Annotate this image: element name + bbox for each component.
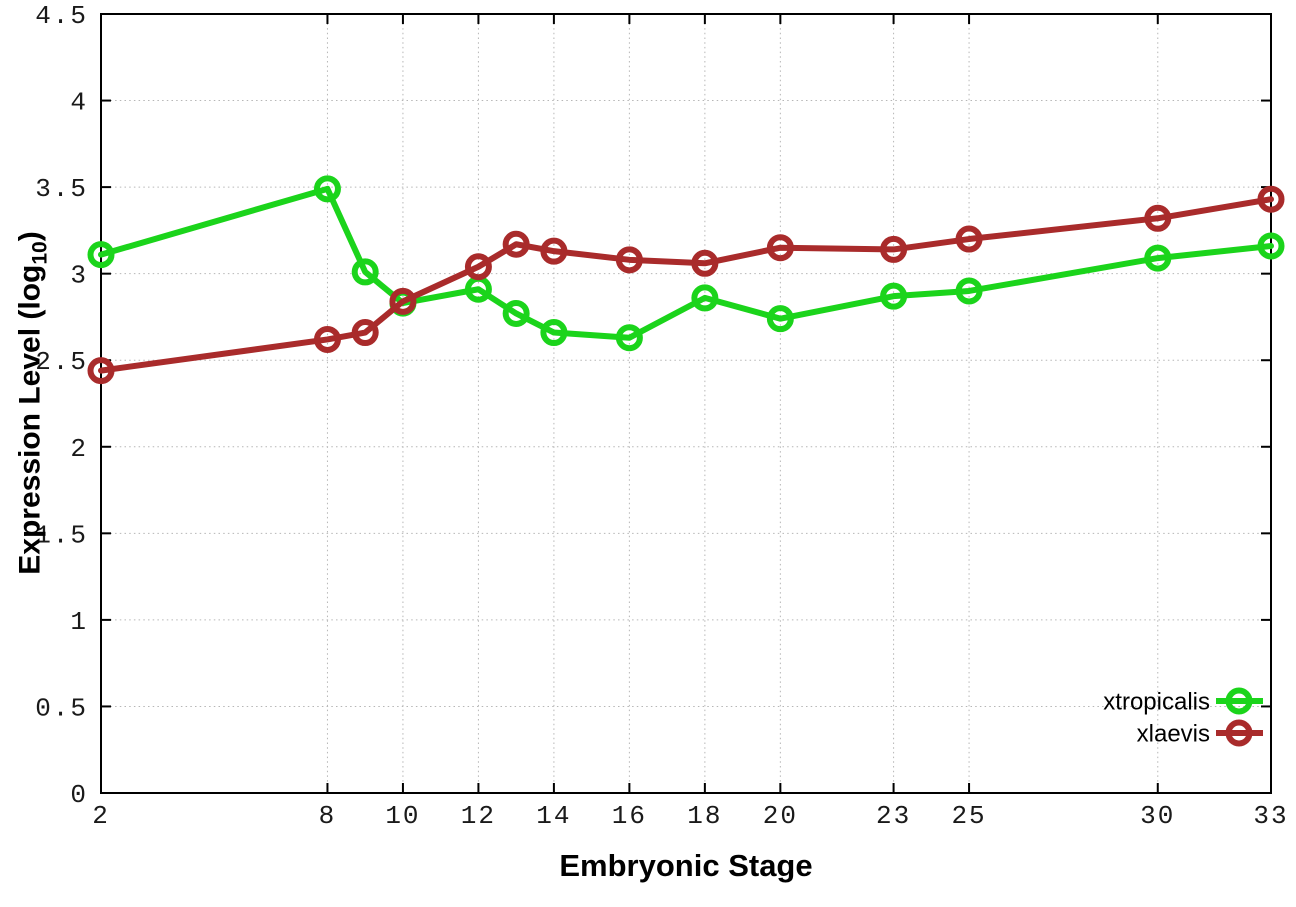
marker-xtropicalis-stage-30 [1144, 244, 1172, 272]
y-tick-label-4: 4 [70, 88, 88, 118]
marker-xtropicalis-stage-8 [313, 175, 341, 203]
x-tick-label-2: 2 [92, 801, 110, 831]
x-tick-label-8: 8 [319, 801, 337, 831]
marker-xtropicalis-stage-25 [955, 277, 983, 305]
y-tick-label-4.5: 4.5 [35, 1, 88, 31]
y-axis-title-subscript: 10 [28, 241, 52, 265]
x-tick-label-12: 12 [461, 801, 496, 831]
marker-xtropicalis-stage-14 [540, 319, 568, 347]
x-tick-label-20: 20 [763, 801, 798, 831]
y-tick-label-2: 2 [70, 434, 88, 464]
marker-xlaevis-stage-14 [540, 237, 568, 265]
x-axis-title: Embryonic Stage [559, 848, 813, 883]
marker-xlaevis-stage-20 [766, 234, 794, 262]
y-tick-label-2.5: 2.5 [35, 347, 88, 377]
marker-xlaevis-stage-30 [1144, 204, 1172, 232]
x-tick-label-16: 16 [612, 801, 647, 831]
marker-xlaevis-stage-10 [389, 287, 417, 315]
y-axis-title-text: Expression Level (log [13, 264, 47, 575]
marker-xlaevis-stage-33 [1257, 185, 1285, 213]
marker-xlaevis-stage-2 [87, 357, 115, 385]
marker-xlaevis-stage-18 [691, 249, 719, 277]
marker-xlaevis-stage-23 [880, 235, 908, 263]
marker-xtropicalis-stage-33 [1257, 232, 1285, 260]
marker-xlaevis-stage-13 [502, 230, 530, 258]
plot-border [100, 13, 1272, 794]
marker-xtropicalis-stage-2 [87, 241, 115, 269]
y-tick-label-3.5: 3.5 [35, 174, 88, 204]
legend-label-xtropicalis: xtropicalis [1103, 689, 1210, 716]
marker-xlaevis-stage-16 [615, 246, 643, 274]
x-tick-label-33: 33 [1253, 801, 1288, 831]
x-tick-label-23: 23 [876, 801, 911, 831]
marker-xtropicalis-stage-18 [691, 284, 719, 312]
marker-xlaevis-stage-9 [351, 319, 379, 347]
legend-sample-marker-xtropicalis [1225, 687, 1253, 715]
y-tick-label-1.5: 1.5 [35, 520, 88, 550]
series-xlaevis-line [98, 196, 1274, 374]
x-tick-label-10: 10 [385, 801, 420, 831]
marker-xlaevis-stage-12 [464, 253, 492, 281]
y-axis-title: Expression Level (log10) [14, 231, 53, 574]
x-tick-label-30: 30 [1140, 801, 1175, 831]
x-tick-label-25: 25 [951, 801, 986, 831]
legend-label-xlaevis: xlaevis [1137, 721, 1210, 748]
x-tick-label-18: 18 [687, 801, 722, 831]
legend-sample-marker-xlaevis [1225, 719, 1253, 747]
marker-xlaevis-stage-8 [313, 325, 341, 353]
y-axis-title-close: ) [13, 231, 47, 242]
y-tick-label-3: 3 [70, 261, 88, 291]
x-tick-label-14: 14 [536, 801, 571, 831]
marker-xtropicalis-stage-9 [351, 258, 379, 286]
y-tick-label-1: 1 [70, 607, 88, 637]
marker-xtropicalis-stage-20 [766, 305, 794, 333]
marker-xlaevis-stage-25 [955, 225, 983, 253]
marker-xtropicalis-stage-13 [502, 299, 530, 327]
y-tick-label-0: 0 [70, 780, 88, 810]
marker-xtropicalis-stage-23 [880, 282, 908, 310]
marker-xtropicalis-stage-16 [615, 324, 643, 352]
y-tick-label-0.5: 0.5 [35, 693, 88, 723]
